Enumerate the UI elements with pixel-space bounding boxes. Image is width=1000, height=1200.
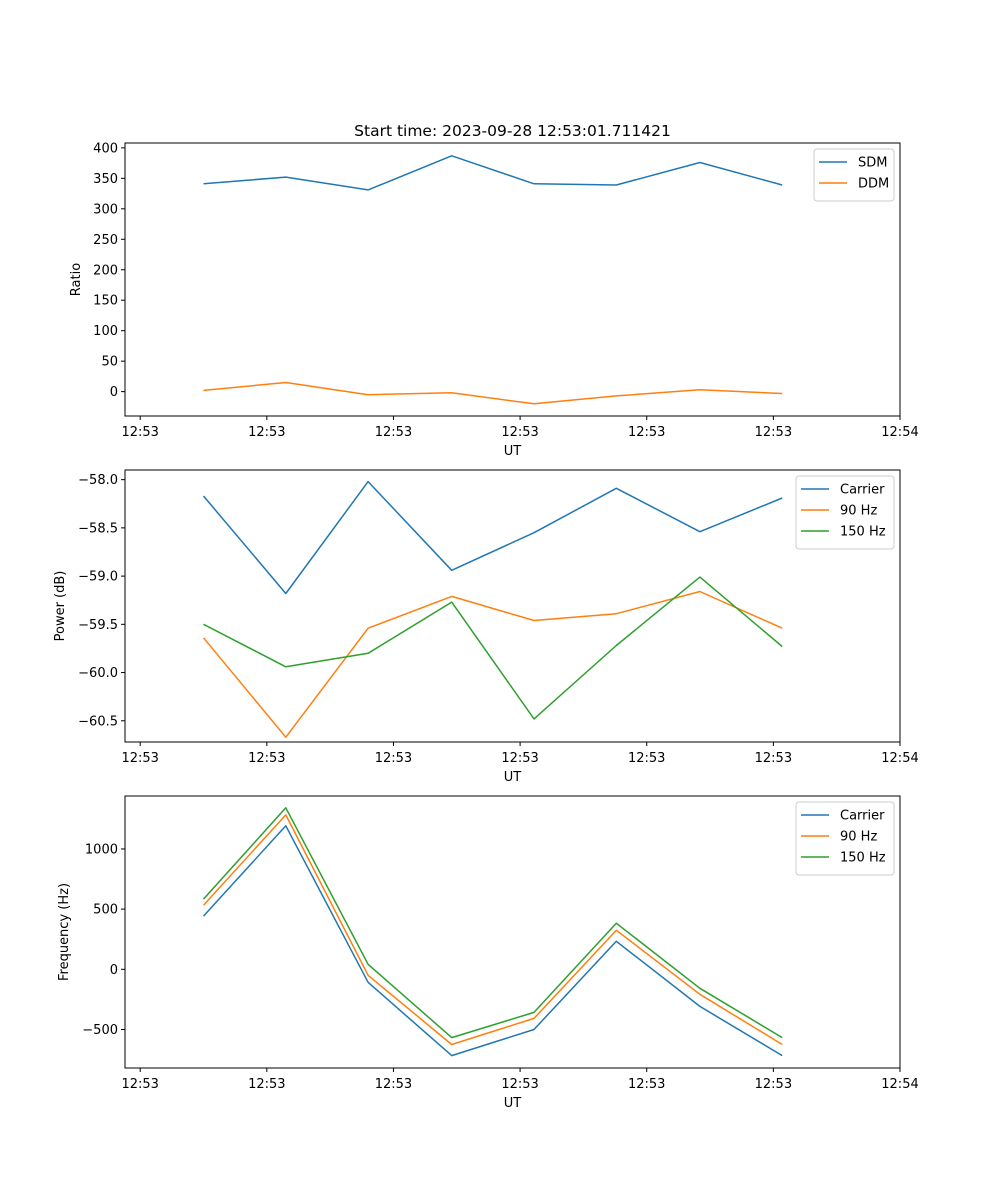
legend-label: Carrier <box>840 483 885 498</box>
y-axis-label: Ratio <box>69 263 84 296</box>
y-tick-label: −60.5 <box>78 714 118 729</box>
plot-frame <box>124 795 901 1069</box>
x-tick-label: 12:54 <box>881 425 918 440</box>
y-tick-label: 0 <box>110 963 118 978</box>
x-tick-label: 12:53 <box>121 425 158 440</box>
y-tick-label: 250 <box>93 233 118 248</box>
x-tick-label: 12:53 <box>248 751 285 766</box>
legend-label: SDM <box>858 156 887 171</box>
y-tick-label: 400 <box>93 141 118 156</box>
x-tick-label: 12:53 <box>121 1077 158 1092</box>
legend-label: DDM <box>858 177 889 192</box>
series-line-carrier <box>202 825 783 1057</box>
x-tick-label: 12:53 <box>375 425 412 440</box>
subplot-2: 12:53 12:53 12:53 12:53 12:53 12:53 12:54 −60.5… <box>53 469 919 785</box>
x-tick-label: 12:53 <box>501 425 538 440</box>
legend: Carrier 90 Hz 150 Hz <box>795 801 895 876</box>
y-tick-label: −60.0 <box>78 666 118 681</box>
x-tick-label: 12:53 <box>501 751 538 766</box>
series-line-90-hz <box>202 814 783 1046</box>
x-tick-label: 12:53 <box>628 751 665 766</box>
x-tick-label: 12:53 <box>248 425 285 440</box>
y-tick-label: −58.0 <box>78 473 118 488</box>
legend-label: Carrier <box>840 809 885 824</box>
x-tick-label: 12:53 <box>375 751 412 766</box>
plot-frame <box>124 142 901 417</box>
y-tick-label: 1000 <box>85 842 118 857</box>
y-axis-label: Power (dB) <box>53 571 68 642</box>
y-tick-label: 300 <box>93 202 118 217</box>
legend-label: 150 Hz <box>840 851 886 866</box>
series-line-150-hz <box>203 576 783 720</box>
y-tick-label: −59.5 <box>78 618 118 633</box>
series-line-90-hz <box>202 590 783 738</box>
x-tick-label: 12:53 <box>755 751 792 766</box>
y-tick-label: 100 <box>93 324 118 339</box>
y-tick-label: −59.0 <box>78 570 118 585</box>
y-tick-label: 350 <box>93 172 118 187</box>
y-tick-label: −500 <box>82 1023 118 1038</box>
series-line-150-hz <box>202 807 783 1039</box>
x-tick-label: 12:53 <box>755 1077 792 1092</box>
x-axis-label: UT <box>504 1096 522 1111</box>
x-tick-label: 12:53 <box>755 425 792 440</box>
y-tick-label: 50 <box>101 355 118 370</box>
x-tick-label: 12:53 <box>248 1077 285 1092</box>
y-axis-label: Frequency (Hz) <box>57 883 72 981</box>
series-line-sdm <box>203 155 783 191</box>
x-tick-label: 12:54 <box>881 1077 918 1092</box>
x-axis-label: UT <box>504 770 522 785</box>
subplot-3: 12:53 12:53 12:53 12:53 12:53 12:53 12:54 −500 0… <box>57 795 919 1111</box>
x-tick-label: 12:53 <box>628 425 665 440</box>
legend-label: 90 Hz <box>840 504 877 519</box>
legend-label: 90 Hz <box>840 830 877 845</box>
chart-title: Start time: 2023-09-28 12:53:01.711421 <box>354 122 671 140</box>
legend: SDM DDM <box>813 148 895 202</box>
series-line-ddm <box>203 381 783 405</box>
y-tick-label: 200 <box>93 263 118 278</box>
x-tick-label: 12:53 <box>375 1077 412 1092</box>
y-tick-label: 150 <box>93 294 118 309</box>
y-tick-label: −58.5 <box>78 521 118 536</box>
x-tick-label: 12:53 <box>628 1077 665 1092</box>
subplot-1: 12:53 12:53 12:53 12:53 12:53 12:53 12:54 0 50 10… <box>69 141 919 459</box>
x-axis-label: UT <box>504 444 522 459</box>
plot-frame <box>124 469 901 743</box>
legend-label: 150 Hz <box>840 525 886 540</box>
y-tick-label: 500 <box>93 903 118 918</box>
y-tick-label: 0 <box>110 385 118 400</box>
x-tick-label: 12:53 <box>121 751 158 766</box>
x-tick-label: 12:54 <box>881 751 918 766</box>
legend: Carrier 90 Hz 150 Hz <box>795 475 895 550</box>
x-tick-label: 12:53 <box>501 1077 538 1092</box>
series-line-carrier <box>202 480 783 595</box>
